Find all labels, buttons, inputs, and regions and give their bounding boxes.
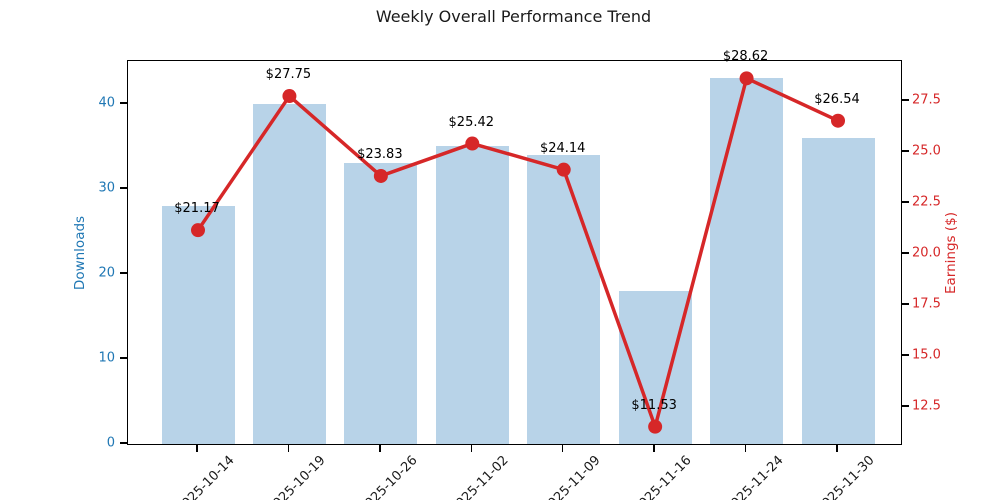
right-ytick-label: 25.0 [912, 143, 941, 159]
tick-mark [836, 444, 838, 452]
earnings-point [556, 162, 571, 177]
tick-mark [901, 252, 909, 254]
earnings-point-label: $21.17 [174, 201, 220, 217]
xtick-date-label: 2025-11-02 [447, 453, 512, 500]
earnings-point [831, 113, 846, 128]
right-ytick-label: 27.5 [912, 92, 941, 108]
tick-mark [901, 99, 909, 101]
tick-mark [120, 442, 127, 444]
tick-mark [196, 444, 198, 452]
earnings-point [648, 419, 663, 434]
tick-mark [901, 201, 909, 203]
right-ytick-label: 20.0 [912, 245, 941, 261]
xtick-date-label: 2025-11-16 [630, 453, 695, 500]
earnings-point-label: $25.42 [448, 114, 495, 130]
tick-mark [120, 272, 127, 274]
downloads-bar [710, 78, 784, 444]
tick-mark [901, 405, 909, 407]
chart-title: Weekly Overall Performance Trend [375, 7, 652, 26]
earnings-point [739, 71, 754, 86]
xtick-date-label: 2025-10-19 [264, 453, 330, 500]
downloads-bar [801, 137, 875, 444]
downloads-bar [618, 290, 692, 444]
right-ytick-label: 22.5 [912, 194, 941, 210]
right-ytick-label: 15.0 [912, 347, 941, 363]
earnings-point-label: $23.83 [357, 146, 403, 162]
left-ytick-label: 40 [98, 95, 115, 111]
earnings-point-label: $24.14 [539, 140, 586, 156]
tick-mark [901, 303, 909, 305]
tick-mark [561, 444, 564, 452]
left-ytick-label: 30 [98, 180, 115, 196]
earnings-point [465, 136, 480, 151]
xtick-date-label: 2025-11-30 [813, 453, 878, 500]
earnings-point-label: $28.62 [722, 49, 769, 65]
downloads-bar [252, 103, 326, 444]
earnings-line-layer [191, 71, 846, 434]
tick-mark [120, 187, 127, 189]
tick-mark [120, 357, 127, 359]
xtick-date-label: 2025-10-14 [173, 453, 238, 500]
tick-mark [287, 444, 290, 452]
downloads-bar [161, 205, 235, 444]
tick-mark [120, 102, 127, 104]
right-ytick-label: 12.5 [912, 398, 941, 414]
earnings-point-label: $11.53 [631, 397, 677, 413]
earnings-point-label: $27.75 [265, 67, 312, 83]
left-ytick-label: 10 [98, 350, 115, 366]
tick-mark [470, 444, 473, 452]
left-ytick-label: 20 [98, 265, 115, 281]
earnings-point-label: $26.54 [814, 91, 860, 107]
left-ytick-label: 0 [106, 435, 115, 451]
right-ytick-label: 17.5 [912, 296, 941, 312]
downloads-bar [344, 163, 418, 444]
plot-area [127, 60, 902, 445]
tick-mark [379, 444, 381, 452]
tick-mark [744, 444, 747, 452]
earnings-point [282, 89, 297, 104]
xtick-date-label: 2025-11-24 [722, 453, 787, 500]
downloads-bar [527, 154, 601, 444]
tick-mark [901, 354, 909, 356]
downloads-bar [435, 146, 509, 444]
xtick-date-label: 2025-10-26 [356, 453, 421, 500]
tick-mark [653, 444, 655, 452]
tick-mark [901, 150, 909, 152]
earnings-point [373, 168, 388, 183]
earnings-point [191, 223, 205, 238]
xtick-date-label: 2025-11-09 [539, 453, 604, 500]
earnings-line [196, 76, 839, 429]
